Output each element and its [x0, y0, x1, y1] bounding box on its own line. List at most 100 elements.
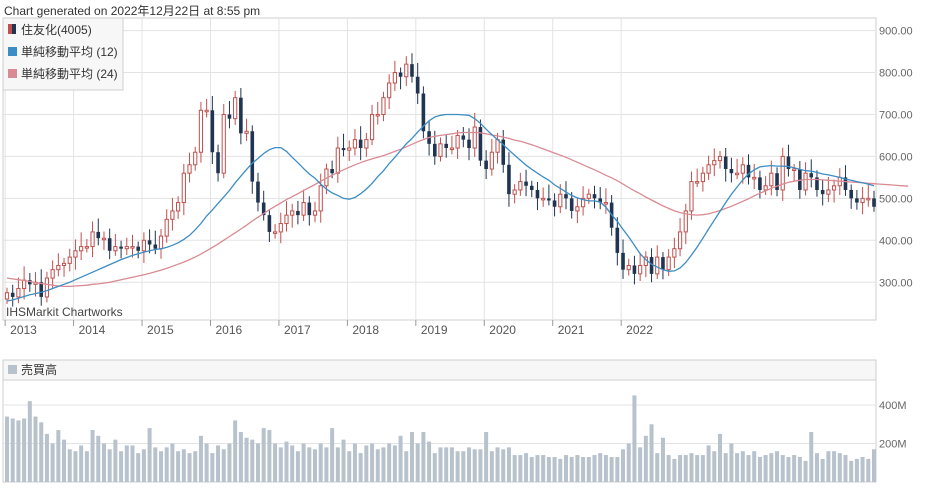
volume-bar — [649, 424, 654, 482]
candle-body-down — [872, 198, 876, 207]
candle-body-up — [586, 193, 591, 199]
candle-body-down — [592, 194, 597, 199]
candle-body-down — [649, 257, 654, 274]
candle-body-down — [809, 173, 814, 178]
candle-body-up — [803, 172, 808, 191]
candle-body-up — [706, 164, 711, 174]
volume-bar — [689, 453, 694, 482]
candle-body-up — [301, 202, 306, 216]
volume-bar — [176, 451, 181, 482]
candle-body-up — [244, 130, 249, 134]
candle-body-down — [661, 257, 665, 270]
volume-bar — [837, 453, 842, 482]
volume-bar — [512, 455, 517, 482]
volume-bar — [489, 451, 494, 482]
volume-bar — [615, 456, 620, 482]
candle-body-up — [50, 269, 55, 279]
volume-bar — [752, 451, 757, 482]
volume-bar — [90, 430, 95, 482]
candle-body-up — [689, 181, 694, 212]
volume-bar — [820, 458, 825, 482]
candle-body-up — [700, 172, 705, 183]
candle-body-down — [261, 202, 266, 216]
candle-body-down — [296, 210, 300, 216]
candle-body-down — [307, 202, 312, 216]
candle-body-up — [541, 197, 546, 201]
candle-body-down — [820, 189, 825, 195]
volume-bar — [318, 443, 323, 482]
volume-bar — [364, 445, 369, 482]
candle-body-up — [769, 172, 774, 187]
candle-body-up — [666, 256, 671, 271]
volume-bar — [506, 447, 511, 482]
candle-body-up — [278, 223, 283, 233]
candle-body-up — [558, 193, 563, 208]
volume-bar — [592, 455, 597, 482]
watermark-text: IHSMarkit Chartworks — [6, 305, 123, 319]
volume-bar — [210, 453, 215, 482]
candle-body-down — [564, 194, 568, 199]
candle-body-up — [318, 185, 323, 212]
volume-bar — [387, 443, 392, 482]
candle-body-up — [170, 210, 175, 220]
candle-body-up — [866, 197, 871, 201]
candle-body-down — [524, 181, 528, 186]
price-y-tick-label: 800.00 — [879, 68, 913, 80]
candle-body-down — [815, 177, 819, 190]
volume-bar — [849, 460, 854, 482]
volume-bar — [626, 443, 631, 482]
candle-body-down — [444, 143, 449, 149]
volume-legend-bar — [2, 359, 877, 381]
candle-body-down — [147, 240, 152, 245]
volume-bar — [352, 443, 357, 482]
grey-square-icon — [8, 365, 17, 374]
volume-bar — [113, 439, 118, 482]
candle-body-up — [438, 143, 443, 157]
candle-body-up — [158, 235, 164, 250]
candle-body-up — [735, 172, 740, 176]
volume-bar — [563, 455, 568, 482]
candle-body-up — [638, 264, 643, 275]
volume-bar — [757, 456, 762, 482]
candle-body-down — [552, 200, 557, 207]
volume-bar — [575, 455, 580, 482]
candle-body-up — [512, 189, 517, 195]
candle-body-up — [73, 250, 78, 258]
price-y-tick-label: 600.00 — [879, 151, 913, 163]
volume-legend-label: 売買高 — [21, 362, 57, 377]
volume-bar — [290, 445, 295, 482]
volume-bar — [273, 443, 278, 482]
candle-body-up — [495, 139, 500, 153]
candle-body-down — [358, 139, 363, 149]
candle-body-up — [387, 82, 392, 99]
volume-bar — [683, 455, 688, 482]
volume-bar — [181, 449, 186, 482]
volume-bar — [221, 449, 226, 482]
candle-icon — [8, 24, 12, 34]
candle-body-up — [780, 155, 785, 191]
volume-bar — [729, 443, 734, 482]
candle-body-up — [792, 168, 797, 171]
candle-body-up — [335, 147, 340, 174]
candle-body-down — [484, 160, 488, 169]
volume-bar — [67, 449, 72, 482]
volume-bar — [119, 451, 124, 482]
volume-bar — [700, 455, 705, 482]
volume-bar — [740, 451, 745, 482]
candle-body-up — [677, 231, 683, 250]
candle-body-down — [535, 189, 540, 199]
volume-bar — [278, 447, 283, 482]
candle-body-down — [410, 64, 414, 77]
volume-bar — [96, 435, 101, 482]
price-y-tick-label: 500.00 — [879, 193, 913, 205]
chart-generated-title: Chart generated on 2022年12月22日 at 8:55 p… — [4, 4, 261, 18]
volume-bar — [136, 453, 141, 482]
candle-body-down — [529, 185, 534, 190]
candle-body-down — [227, 114, 232, 119]
volume-y-tick-label: 400M — [879, 400, 907, 412]
x-year-label: 2019 — [421, 323, 448, 337]
candle-body-up — [626, 264, 631, 271]
volume-bar — [609, 456, 614, 482]
candle-body-up — [712, 160, 717, 166]
